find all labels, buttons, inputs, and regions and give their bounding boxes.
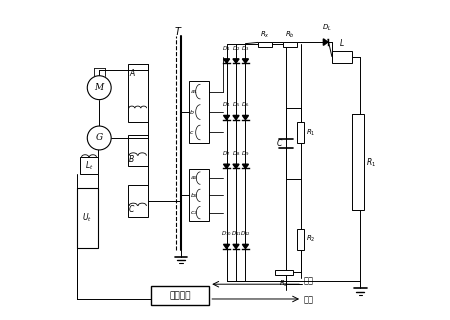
Bar: [352, 115, 365, 210]
Polygon shape: [224, 59, 230, 63]
Text: $D_5$: $D_5$: [232, 100, 240, 109]
Text: b: b: [190, 109, 194, 115]
Text: $D_1$: $D_1$: [222, 44, 231, 53]
Text: T: T: [175, 28, 181, 37]
Text: $D_L$: $D_L$: [322, 23, 332, 33]
Polygon shape: [243, 59, 248, 63]
Text: L: L: [340, 39, 344, 48]
Text: $D_{12}$: $D_{12}$: [240, 229, 251, 238]
Polygon shape: [243, 244, 248, 249]
Text: $D_{11}$: $D_{11}$: [230, 229, 241, 238]
Bar: [77, 188, 98, 248]
Bar: [151, 286, 209, 305]
Text: $R_x$: $R_x$: [260, 30, 270, 40]
Text: $D_4$: $D_4$: [222, 100, 231, 109]
Bar: [81, 157, 98, 174]
Text: $R_2$: $R_2$: [306, 234, 315, 244]
Text: 给定: 给定: [304, 295, 314, 304]
Bar: [297, 229, 304, 250]
Polygon shape: [233, 244, 239, 249]
Text: C: C: [129, 205, 135, 214]
Bar: [127, 135, 148, 166]
Text: $D_6$: $D_6$: [241, 100, 250, 109]
Text: $R_1$: $R_1$: [306, 127, 315, 138]
Text: $R_s$: $R_s$: [279, 278, 288, 289]
Text: $D_3$: $D_3$: [241, 44, 250, 53]
Text: $D_9$: $D_9$: [241, 149, 250, 158]
Text: B: B: [129, 155, 135, 164]
Bar: [189, 81, 209, 143]
Bar: [189, 169, 209, 221]
Text: $R_b$: $R_b$: [285, 30, 295, 40]
Text: G: G: [95, 133, 103, 142]
Text: $b_2$: $b_2$: [190, 191, 198, 200]
Text: 反馈: 反馈: [304, 276, 314, 285]
Text: C: C: [277, 139, 282, 148]
Text: $D_8$: $D_8$: [232, 149, 240, 158]
Text: M: M: [94, 83, 104, 92]
Text: A: A: [129, 69, 135, 78]
Bar: [127, 185, 148, 217]
Text: $a_2$: $a_2$: [190, 174, 198, 182]
Polygon shape: [224, 164, 230, 168]
Text: $U_t$: $U_t$: [82, 212, 92, 224]
Polygon shape: [224, 116, 230, 120]
Text: $D_7$: $D_7$: [222, 149, 231, 158]
Text: 控制单元: 控制单元: [170, 291, 191, 300]
Polygon shape: [233, 164, 239, 168]
Polygon shape: [243, 116, 248, 120]
Bar: [275, 270, 292, 275]
Text: $L_t$: $L_t$: [85, 159, 93, 172]
Bar: [258, 42, 272, 47]
Bar: [127, 64, 148, 122]
Polygon shape: [224, 244, 230, 249]
Polygon shape: [233, 116, 239, 120]
Polygon shape: [324, 39, 328, 45]
Text: $R_1$: $R_1$: [366, 156, 376, 169]
Polygon shape: [233, 59, 239, 63]
Text: $a_1$: $a_1$: [190, 88, 198, 96]
Text: $D_{10}$: $D_{10}$: [221, 229, 232, 238]
Bar: [332, 51, 352, 62]
Text: $c_2$: $c_2$: [190, 209, 198, 217]
Polygon shape: [243, 164, 248, 168]
Circle shape: [87, 76, 111, 100]
Text: c: c: [190, 130, 193, 135]
Bar: [297, 122, 304, 143]
Text: $D_2$: $D_2$: [232, 44, 240, 53]
Circle shape: [87, 126, 111, 150]
Bar: [283, 42, 297, 47]
